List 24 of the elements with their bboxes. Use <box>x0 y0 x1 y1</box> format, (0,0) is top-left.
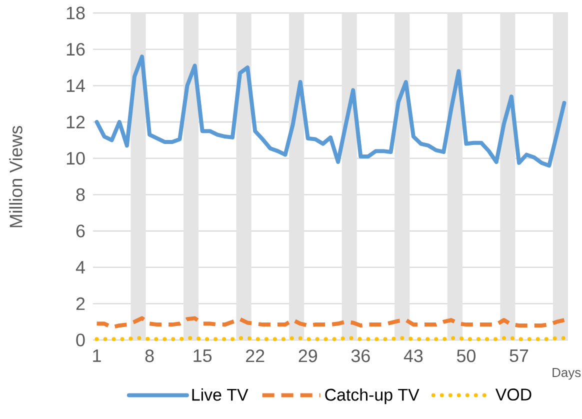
x-tick-label: 22 <box>246 350 264 362</box>
y-tick-label: 14 <box>66 79 85 92</box>
legend-label: Live TV <box>192 388 248 401</box>
y-tick-label: 6 <box>76 224 85 238</box>
x-tick-label: 1 <box>93 350 101 362</box>
x-tick-label: 50 <box>456 350 476 362</box>
x-tick-label: 36 <box>351 350 370 362</box>
y-tick-label: 10 <box>66 152 85 165</box>
x-tick-label: 29 <box>298 350 318 362</box>
y-tick-label: 16 <box>66 42 85 56</box>
x-axis-title: Days <box>552 368 581 380</box>
y-tick-label: 4 <box>76 261 85 274</box>
x-tick-label: 15 <box>194 350 212 362</box>
legend-label: VOD <box>495 388 532 401</box>
y-tick-label: 8 <box>76 188 85 202</box>
legend-label: Catch-up TV <box>325 388 420 404</box>
y-tick-label: 2 <box>76 297 85 310</box>
x-tick-label: 8 <box>145 350 154 362</box>
y-tick-label: 18 <box>66 6 85 20</box>
x-tick-label: 43 <box>404 350 423 362</box>
y-tick-label: 0 <box>76 334 85 346</box>
y-axis-title: Million Views <box>9 126 22 228</box>
x-tick-label: 57 <box>510 350 528 362</box>
y-tick-label: 12 <box>66 116 85 128</box>
